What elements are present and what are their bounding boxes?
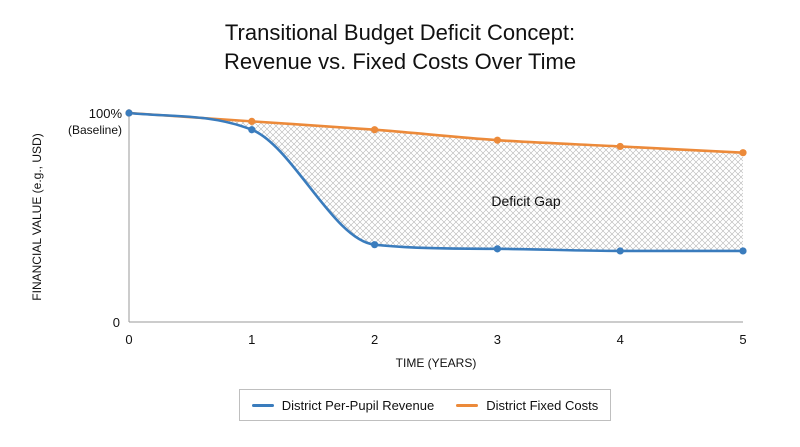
x-tick-label: 1 [248, 332, 255, 347]
chart-title-line-1: Transitional Budget Deficit Concept: [224, 20, 576, 45]
deficit-gap-annotation: Deficit Gap [491, 193, 560, 209]
data-point-fixed-costs [616, 142, 624, 151]
series-line-revenue [128, 111, 743, 253]
legend-swatch-revenue [251, 403, 274, 407]
data-point-revenue [616, 247, 624, 255]
chart-title-line-2: Revenue vs. Fixed Costs Over Time [223, 49, 577, 74]
x-axis-title: TIME (YEARS) [396, 356, 477, 370]
series-line-fixed-costs [128, 111, 744, 155]
data-point-revenue [248, 126, 256, 134]
legend-swatch-fixed-costs [456, 403, 479, 407]
data-point-fixed-costs [248, 117, 256, 125]
data-point-revenue [493, 245, 501, 253]
chart-title: Transitional Budget Deficit Concept: Rev… [0, 18, 800, 76]
data-point-fixed-costs [739, 149, 747, 157]
data-point-revenue [371, 241, 379, 249]
legend-label-revenue: District Per-Pupil Revenue [281, 397, 435, 413]
deficit-gap-region [129, 113, 743, 251]
y-top-label: 100% [89, 106, 123, 121]
legend-label-fixed-costs: District Fixed Costs [486, 397, 599, 413]
legend-item-revenue: District Per-Pupil Revenue [251, 397, 435, 413]
chart-legend: District Per-Pupil Revenue District Fixe… [239, 389, 611, 421]
x-tick-label: 5 [739, 332, 746, 347]
data-point-fixed-costs [493, 136, 501, 144]
x-tick-label: 2 [371, 332, 378, 347]
y-zero-label: 0 [113, 315, 120, 330]
x-tick-label: 0 [125, 332, 132, 347]
y-axis-title: FINANCIAL VALUE (e.g., USD) [30, 133, 44, 300]
x-tick-label: 4 [617, 332, 624, 347]
data-point-revenue [125, 109, 133, 117]
y-top-sublabel: (Baseline) [68, 123, 122, 137]
data-point-revenue [739, 247, 747, 255]
data-point-fixed-costs [371, 126, 379, 134]
legend-item-fixed-costs: District Fixed Costs [456, 398, 598, 413]
x-tick-label: 3 [494, 332, 501, 347]
